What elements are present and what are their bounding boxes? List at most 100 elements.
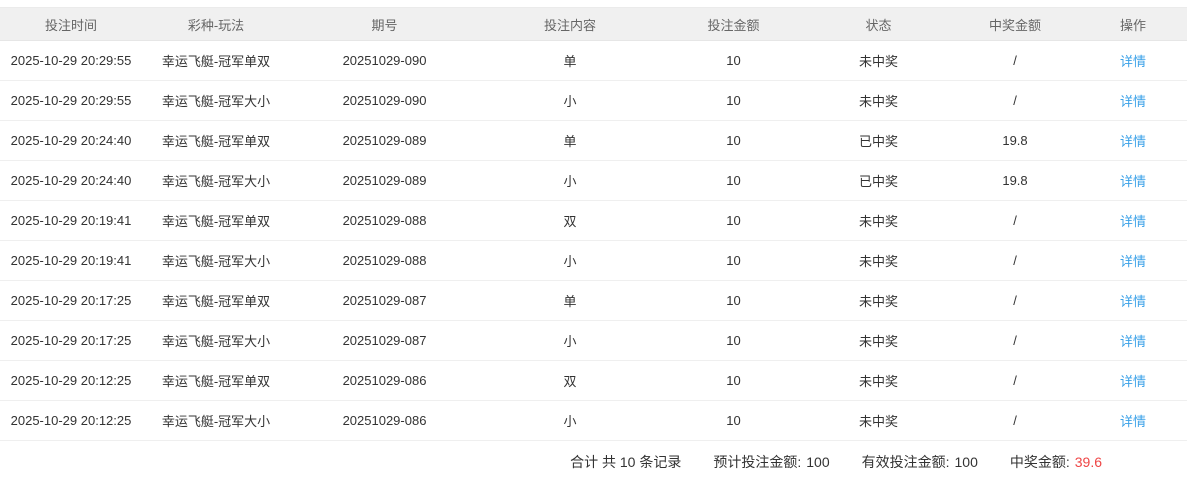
cell-bet-content: 单: [479, 280, 661, 321]
cell-action: 详情: [1079, 160, 1187, 201]
detail-link[interactable]: 详情: [1119, 174, 1146, 189]
cell-bet-content: 小: [479, 80, 661, 121]
cell-bet-time: 2025-10-29 20:24:40: [0, 120, 142, 161]
cell-bet-amount: 10: [661, 120, 806, 161]
cell-action: 详情: [1079, 400, 1187, 441]
detail-link[interactable]: 详情: [1119, 54, 1146, 69]
cell-bet-content: 小: [479, 240, 661, 281]
cell-bet-time: 2025-10-29 20:12:25: [0, 360, 142, 401]
table-row: 2025-10-29 20:17:25 幸运飞艇-冠军单双 20251029-0…: [0, 280, 1187, 321]
cell-action: 详情: [1079, 240, 1187, 281]
table-row: 2025-10-29 20:12:25 幸运飞艇-冠军大小 20251029-0…: [0, 400, 1187, 441]
cell-bet-content: 小: [479, 160, 661, 201]
detail-link[interactable]: 详情: [1119, 134, 1146, 149]
cell-bet-time: 2025-10-29 20:29:55: [0, 80, 142, 121]
cell-game-play: 幸运飞艇-冠军单双: [142, 120, 290, 161]
cell-bet-amount: 10: [661, 400, 806, 441]
summary-win-amount: 中奖金额: 39.6: [1010, 452, 1102, 472]
table-row: 2025-10-29 20:24:40 幸运飞艇-冠军单双 20251029-0…: [0, 120, 1187, 161]
cell-win-amount: 19.8: [951, 120, 1079, 161]
cell-period: 20251029-090: [290, 80, 479, 121]
cell-bet-amount: 10: [661, 240, 806, 281]
cell-game-play: 幸运飞艇-冠军单双: [142, 280, 290, 321]
cell-action: 详情: [1079, 320, 1187, 361]
cell-bet-time: 2025-10-29 20:17:25: [0, 320, 142, 361]
cell-bet-time: 2025-10-29 20:24:40: [0, 160, 142, 201]
col-header-bet-time: 投注时间: [0, 7, 142, 41]
table-row: 2025-10-29 20:19:41 幸运飞艇-冠军单双 20251029-0…: [0, 200, 1187, 241]
cell-win-amount: 19.8: [951, 160, 1079, 201]
cell-win-amount: /: [951, 240, 1079, 281]
summary-valid-bet-amount: 有效投注金额: 100: [862, 452, 978, 472]
summary-win-value: 39.6: [1074, 453, 1102, 470]
detail-link[interactable]: 详情: [1119, 414, 1146, 429]
cell-game-play: 幸运飞艇-冠军大小: [142, 400, 290, 441]
cell-status: 未中奖: [806, 240, 951, 281]
cell-period: 20251029-087: [290, 320, 479, 361]
cell-status: 未中奖: [806, 280, 951, 321]
cell-game-play: 幸运飞艇-冠军大小: [142, 80, 290, 121]
detail-link[interactable]: 详情: [1119, 254, 1146, 269]
summary-total-records: 合计 共 10 条记录: [570, 453, 682, 470]
cell-status: 未中奖: [806, 40, 951, 81]
header-row: 投注时间 彩种-玩法 期号 投注内容 投注金额 状态 中奖金额 操作: [0, 7, 1187, 41]
cell-bet-amount: 10: [661, 360, 806, 401]
cell-win-amount: /: [951, 40, 1079, 81]
cell-action: 详情: [1079, 360, 1187, 401]
cell-bet-time: 2025-10-29 20:12:25: [0, 400, 142, 441]
detail-link[interactable]: 详情: [1119, 334, 1146, 349]
cell-game-play: 幸运飞艇-冠军大小: [142, 240, 290, 281]
cell-bet-amount: 10: [661, 160, 806, 201]
summary-expected-bet-amount: 预计投注金额: 100: [713, 452, 829, 472]
detail-link[interactable]: 详情: [1119, 214, 1146, 229]
cell-bet-amount: 10: [661, 280, 806, 321]
cell-period: 20251029-090: [290, 40, 479, 81]
col-header-period: 期号: [290, 7, 479, 41]
cell-bet-time: 2025-10-29 20:19:41: [0, 240, 142, 281]
cell-win-amount: /: [951, 200, 1079, 241]
cell-win-amount: /: [951, 360, 1079, 401]
cell-status: 未中奖: [806, 80, 951, 121]
col-header-action: 操作: [1079, 7, 1187, 41]
detail-link[interactable]: 详情: [1119, 374, 1146, 389]
table-row: 2025-10-29 20:17:25 幸运飞艇-冠军大小 20251029-0…: [0, 320, 1187, 361]
cell-bet-content: 双: [479, 360, 661, 401]
summary-win-label: 中奖金额:: [1009, 453, 1070, 470]
cell-period: 20251029-086: [290, 400, 479, 441]
cell-win-amount: /: [951, 400, 1079, 441]
col-header-status: 状态: [806, 7, 951, 41]
cell-bet-content: 单: [479, 120, 661, 161]
summary-expected-value: 100: [806, 453, 830, 470]
cell-game-play: 幸运飞艇-冠军单双: [142, 40, 290, 81]
cell-period: 20251029-088: [290, 240, 479, 281]
cell-status: 已中奖: [806, 160, 951, 201]
cell-win-amount: /: [951, 80, 1079, 121]
cell-period: 20251029-086: [290, 360, 479, 401]
cell-bet-time: 2025-10-29 20:29:55: [0, 40, 142, 81]
cell-bet-content: 小: [479, 400, 661, 441]
cell-win-amount: /: [951, 320, 1079, 361]
cell-bet-amount: 10: [661, 320, 806, 361]
cell-game-play: 幸运飞艇-冠军大小: [142, 320, 290, 361]
cell-status: 未中奖: [806, 200, 951, 241]
table-row: 2025-10-29 20:24:40 幸运飞艇-冠军大小 20251029-0…: [0, 160, 1187, 201]
detail-link[interactable]: 详情: [1119, 94, 1146, 109]
summary-bar: 合计 共 10 条记录 预计投注金额: 100 有效投注金额: 100 中奖金额: 3…: [0, 441, 1187, 482]
detail-link[interactable]: 详情: [1119, 294, 1146, 309]
table-row: 2025-10-29 20:29:55 幸运飞艇-冠军单双 20251029-0…: [0, 40, 1187, 81]
table-row: 2025-10-29 20:29:55 幸运飞艇-冠军大小 20251029-0…: [0, 80, 1187, 121]
cell-status: 未中奖: [806, 400, 951, 441]
cell-status: 未中奖: [806, 360, 951, 401]
cell-period: 20251029-089: [290, 160, 479, 201]
summary-valid-value: 100: [954, 453, 978, 470]
cell-bet-time: 2025-10-29 20:19:41: [0, 200, 142, 241]
col-header-bet-content: 投注内容: [479, 7, 661, 41]
cell-bet-amount: 10: [661, 200, 806, 241]
cell-bet-amount: 10: [661, 80, 806, 121]
cell-action: 详情: [1079, 120, 1187, 161]
cell-bet-content: 单: [479, 40, 661, 81]
cell-period: 20251029-088: [290, 200, 479, 241]
cell-status: 已中奖: [806, 120, 951, 161]
table-row: 2025-10-29 20:19:41 幸运飞艇-冠军大小 20251029-0…: [0, 240, 1187, 281]
